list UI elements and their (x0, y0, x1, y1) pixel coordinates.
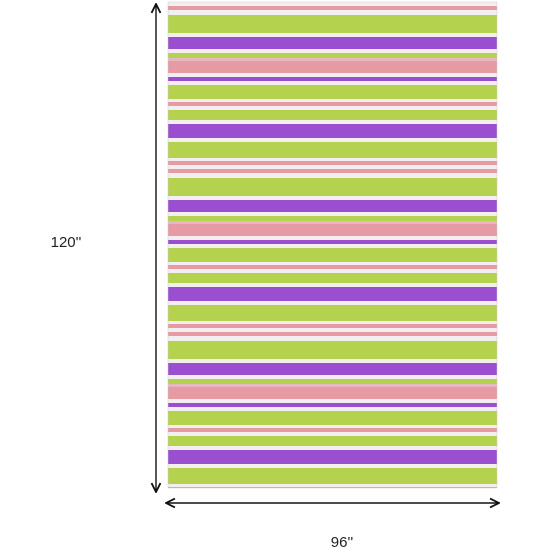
height-label: 120'' (51, 234, 82, 251)
stripe (168, 464, 497, 468)
stripe (168, 224, 497, 236)
stripe (168, 120, 497, 124)
stripe (168, 178, 497, 196)
stripe (168, 142, 497, 158)
stripe (168, 124, 497, 138)
stripe (168, 216, 497, 221)
stripe (168, 240, 497, 244)
rug (168, 2, 497, 488)
stripe (168, 110, 497, 120)
stripe (168, 324, 497, 328)
stripe (168, 33, 497, 37)
stripe (168, 273, 497, 283)
width-label: 96'' (331, 534, 354, 550)
stripe (168, 379, 497, 384)
stripe (168, 328, 497, 332)
stripe (168, 165, 497, 169)
stripe (168, 161, 497, 165)
stripe (168, 305, 497, 321)
stripe (168, 196, 497, 200)
stripe (168, 244, 497, 248)
stripe (168, 269, 497, 273)
stripe (168, 221, 497, 224)
stripe (168, 85, 497, 99)
stripe (168, 265, 497, 269)
stripe (168, 363, 497, 375)
stripe (168, 384, 497, 387)
stripe (168, 375, 497, 379)
stripe (168, 106, 497, 110)
stripe (168, 332, 497, 336)
stripe (168, 301, 497, 305)
stripe (168, 387, 497, 399)
stripe (168, 53, 497, 58)
stripe (168, 212, 497, 216)
stripe (168, 99, 497, 102)
stripe (168, 6, 497, 10)
stripe (168, 287, 497, 301)
stripe (168, 432, 497, 436)
rug-edge (167, 1, 498, 489)
stripe (168, 403, 497, 407)
stripe (168, 428, 497, 432)
stripe (168, 77, 497, 81)
stripe (168, 283, 497, 287)
stripe (168, 399, 497, 403)
stripe (168, 487, 497, 488)
stripe (168, 468, 497, 484)
stripe (168, 341, 497, 359)
stripe (168, 2, 497, 6)
stripe (168, 200, 497, 212)
stripe (168, 73, 497, 77)
stripe (168, 446, 497, 450)
stripe (168, 425, 497, 428)
stripe (168, 49, 497, 53)
stripe (168, 484, 497, 487)
stripe (168, 336, 497, 341)
stripe (168, 169, 497, 173)
stripe (168, 58, 497, 61)
stripe (168, 138, 497, 142)
stripe (168, 81, 497, 85)
stripe (168, 10, 497, 15)
stripe (168, 37, 497, 49)
stripe (168, 61, 497, 73)
stripe (168, 436, 497, 446)
stripe (168, 173, 497, 178)
stripe (168, 15, 497, 33)
stripe (168, 248, 497, 262)
stripe (168, 158, 497, 161)
stripe (168, 359, 497, 363)
stripe (168, 407, 497, 411)
stripe (168, 411, 497, 425)
stripe (168, 236, 497, 240)
stripe (168, 102, 497, 106)
stripe (168, 321, 497, 324)
stripe (168, 262, 497, 265)
stripe (168, 450, 497, 464)
